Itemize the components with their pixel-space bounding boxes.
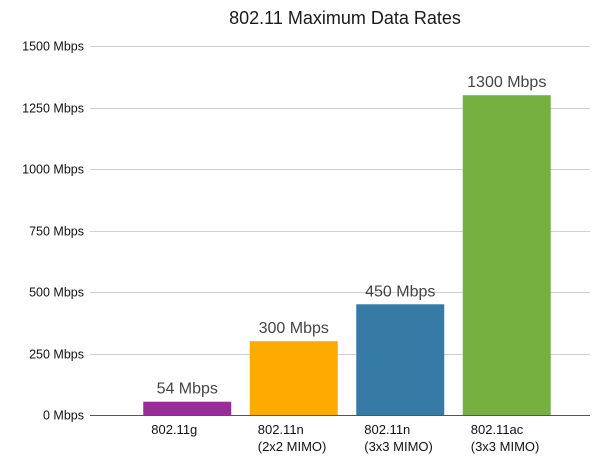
x-tick-label: 802.11n (3x3 MIMO) (364, 422, 433, 454)
chart-title: 802.11 Maximum Data Rates (229, 8, 461, 28)
bars (143, 95, 551, 415)
y-tick-label: 1250 Mbps (22, 102, 84, 116)
y-tick-label: 1000 Mbps (22, 163, 84, 177)
value-labels: 54 Mbps 300 Mbps 450 Mbps 1300 Mbps (157, 74, 547, 398)
bar (356, 304, 445, 415)
y-tick-label: 500 Mbps (29, 286, 84, 300)
y-tick-label: 250 Mbps (29, 348, 84, 362)
x-tick-label: 802.11n (2x2 MIMO) (258, 422, 327, 454)
data-label: 54 Mbps (157, 381, 218, 398)
y-axis-ticks: 0 Mbps 250 Mbps 500 Mbps 750 Mbps 1000 Mbps 1… (22, 40, 84, 423)
y-tick-label: 750 Mbps (29, 225, 84, 239)
data-label: 300 Mbps (259, 320, 329, 337)
y-tick-label: 1500 Mbps (22, 40, 84, 54)
x-tick-label: 802.11g (151, 422, 197, 437)
data-label: 450 Mbps (365, 283, 435, 300)
bar (462, 95, 551, 415)
data-label: 1300 Mbps (467, 74, 546, 91)
bar (249, 341, 338, 415)
bar (143, 401, 232, 415)
y-tick-label: 0 Mbps (43, 409, 84, 423)
x-tick-label: 802.11ac (3x3 MIMO) (471, 422, 540, 454)
x-axis-categories: 802.11g 802.11n (2x2 MIMO) 802.11n (3x3 MIMO… (151, 422, 539, 454)
